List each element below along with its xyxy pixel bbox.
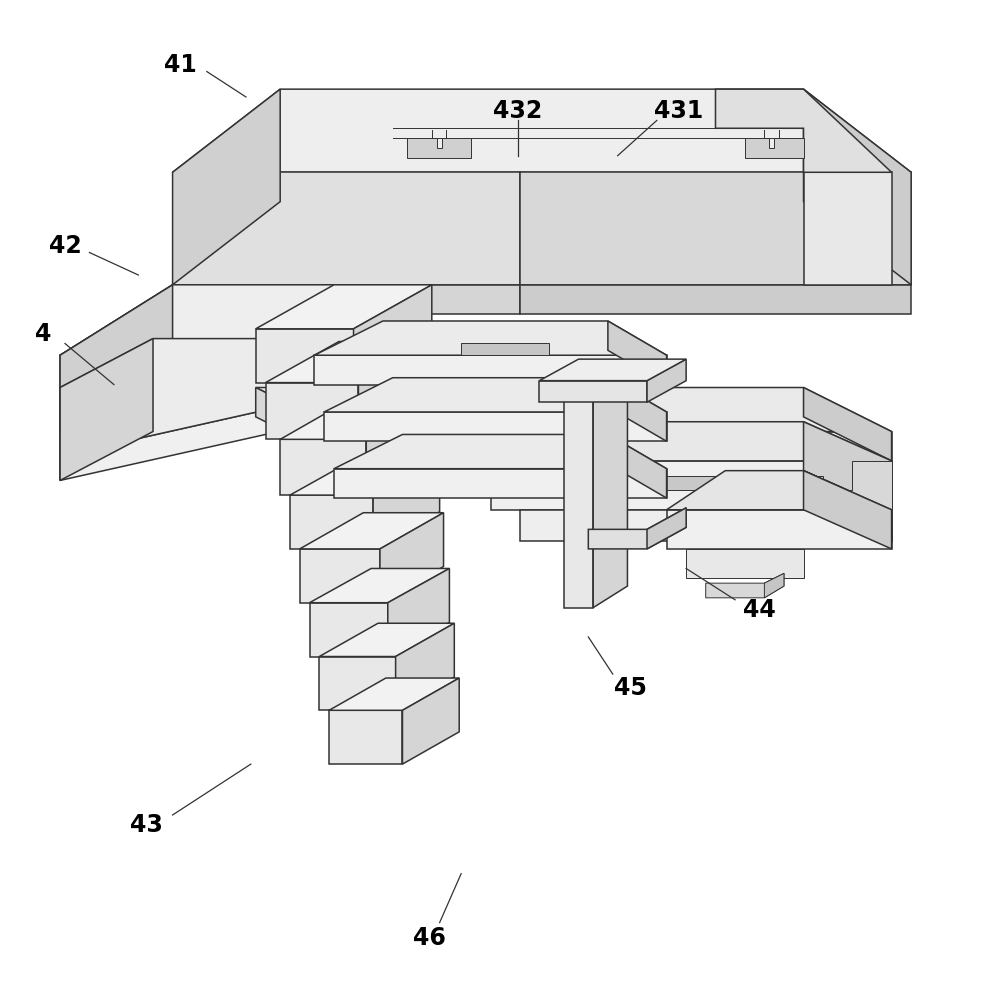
Polygon shape [324, 378, 666, 412]
Polygon shape [60, 285, 387, 355]
Polygon shape [764, 573, 784, 598]
Polygon shape [803, 172, 892, 285]
Polygon shape [300, 549, 380, 603]
Polygon shape [813, 524, 892, 541]
Polygon shape [540, 359, 686, 381]
Polygon shape [266, 342, 432, 383]
Polygon shape [608, 378, 666, 441]
Polygon shape [803, 89, 911, 285]
Polygon shape [60, 355, 281, 432]
Polygon shape [315, 355, 666, 385]
Polygon shape [290, 458, 439, 495]
Text: 4: 4 [35, 322, 52, 346]
Text: 45: 45 [614, 676, 646, 700]
Polygon shape [353, 285, 432, 383]
Polygon shape [281, 285, 387, 432]
Polygon shape [823, 461, 892, 510]
Polygon shape [402, 678, 459, 764]
Polygon shape [647, 359, 686, 402]
Polygon shape [380, 513, 443, 603]
Polygon shape [387, 568, 449, 657]
Polygon shape [608, 321, 666, 385]
Polygon shape [407, 138, 471, 158]
Polygon shape [315, 321, 666, 355]
Polygon shape [60, 383, 520, 480]
Polygon shape [60, 355, 173, 480]
Polygon shape [608, 434, 666, 498]
Polygon shape [319, 657, 395, 710]
Polygon shape [520, 510, 892, 541]
Polygon shape [589, 508, 686, 549]
Polygon shape [803, 422, 892, 510]
Polygon shape [520, 172, 911, 285]
Polygon shape [343, 432, 892, 461]
Polygon shape [366, 400, 435, 495]
Polygon shape [686, 549, 803, 578]
Text: 432: 432 [493, 99, 542, 123]
Polygon shape [290, 495, 373, 549]
Polygon shape [564, 383, 594, 608]
Polygon shape [540, 381, 647, 402]
Polygon shape [60, 339, 153, 480]
Polygon shape [329, 678, 459, 710]
Polygon shape [705, 573, 784, 598]
Text: 43: 43 [129, 813, 163, 837]
Polygon shape [300, 513, 443, 549]
Polygon shape [60, 285, 387, 355]
Polygon shape [334, 469, 666, 498]
Polygon shape [334, 434, 666, 469]
Text: 431: 431 [653, 99, 703, 123]
Polygon shape [803, 471, 892, 541]
Polygon shape [319, 623, 454, 657]
Polygon shape [329, 710, 402, 764]
Text: 41: 41 [164, 53, 197, 77]
Polygon shape [666, 471, 892, 510]
Polygon shape [358, 342, 432, 439]
Polygon shape [510, 476, 823, 490]
Polygon shape [310, 603, 387, 657]
Polygon shape [594, 361, 628, 608]
Polygon shape [256, 388, 343, 461]
Polygon shape [803, 471, 892, 549]
Polygon shape [173, 89, 911, 172]
Polygon shape [256, 329, 353, 383]
Polygon shape [256, 388, 892, 432]
Polygon shape [564, 361, 628, 383]
Polygon shape [373, 458, 439, 549]
Polygon shape [60, 285, 173, 432]
Polygon shape [281, 439, 366, 495]
Polygon shape [173, 89, 281, 285]
Polygon shape [60, 339, 520, 456]
Polygon shape [520, 285, 911, 314]
Polygon shape [461, 343, 549, 355]
Polygon shape [173, 355, 387, 407]
Polygon shape [745, 138, 803, 158]
Text: 44: 44 [744, 598, 776, 622]
Polygon shape [715, 89, 892, 172]
Polygon shape [490, 461, 892, 510]
Text: 46: 46 [413, 926, 446, 950]
Polygon shape [647, 508, 686, 549]
Polygon shape [310, 568, 449, 603]
Text: 42: 42 [49, 234, 81, 258]
Polygon shape [266, 383, 358, 439]
Polygon shape [281, 400, 435, 439]
Polygon shape [490, 422, 892, 461]
Polygon shape [324, 412, 666, 441]
Polygon shape [173, 172, 520, 285]
Polygon shape [395, 623, 454, 710]
Polygon shape [256, 285, 432, 329]
Polygon shape [803, 388, 892, 461]
Polygon shape [173, 285, 520, 314]
Polygon shape [666, 510, 892, 549]
